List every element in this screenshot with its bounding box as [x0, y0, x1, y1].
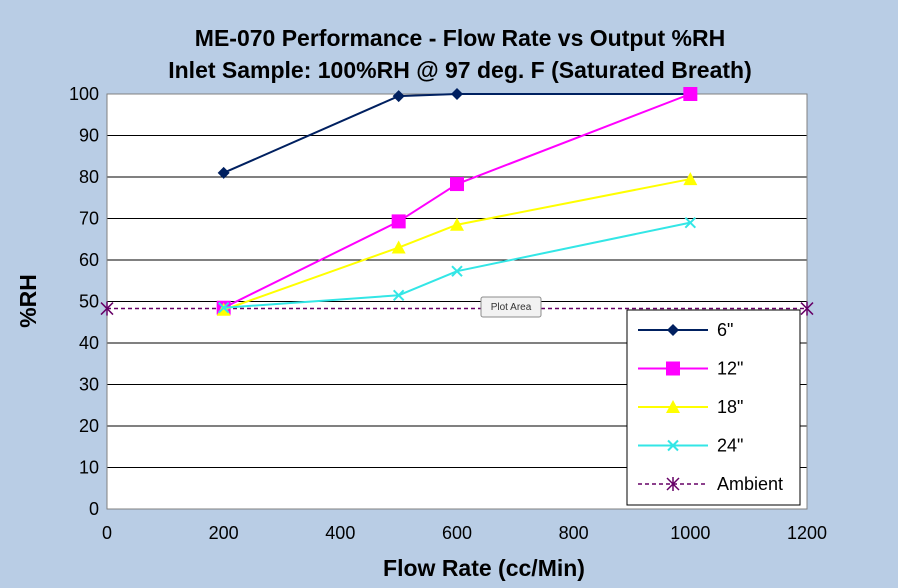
series-layer: [100, 87, 814, 316]
legend[interactable]: 6" 12" 18" 24" Ambient: [626, 309, 801, 506]
data-point: [800, 301, 814, 316]
y-axis-label: %RH: [15, 274, 41, 328]
data-point: [666, 361, 680, 376]
data-point: [451, 265, 463, 277]
y-axis-ticks: 0 10 20 30 40 50 60 70 80 90 100: [69, 84, 99, 519]
data-point: [666, 477, 680, 491]
chart-title: ME-070 Performance - Flow Rate vs Output…: [195, 25, 725, 51]
legend-label: 12": [717, 359, 743, 379]
data-point: [391, 214, 406, 229]
tooltip-text: Plot Area: [491, 302, 532, 313]
y-tick-label: 40: [79, 333, 99, 353]
x-tick-label: 200: [209, 523, 239, 543]
data-point: [667, 324, 679, 336]
series-4: [100, 301, 814, 316]
data-point: [392, 289, 405, 301]
legend-label: 18": [717, 397, 743, 417]
x-tick-label: 1200: [787, 523, 827, 543]
legend-item[interactable]: 12": [638, 359, 743, 379]
y-tick-label: 100: [69, 84, 99, 104]
legend-label: 24": [717, 436, 743, 456]
data-point: [450, 217, 464, 231]
legend-item[interactable]: Ambient: [638, 474, 783, 494]
y-tick-label: 80: [79, 167, 99, 187]
data-point: [683, 87, 698, 101]
legend-label: Ambient: [717, 474, 783, 494]
y-tick-label: 10: [79, 458, 99, 478]
y-tick-label: 30: [79, 375, 99, 395]
y-tick-label: 0: [89, 499, 99, 519]
series-line: [223, 93, 691, 309]
y-tick-label: 70: [79, 209, 99, 229]
data-point: [451, 88, 463, 100]
x-tick-label: 0: [102, 523, 112, 543]
data-point: [684, 216, 697, 229]
legend-item[interactable]: 24": [638, 436, 743, 456]
y-tick-label: 90: [79, 126, 99, 146]
x-axis-label: Flow Rate (cc/Min): [383, 555, 585, 581]
series-line: [223, 93, 691, 174]
data-point: [391, 240, 406, 254]
data-point: [683, 172, 698, 186]
x-tick-label: 600: [442, 523, 472, 543]
data-point: [666, 400, 680, 413]
series-line: [223, 221, 691, 309]
y-tick-label: 60: [79, 250, 99, 270]
plot-area-tooltip: Plot Area: [480, 296, 542, 318]
x-axis-ticks: 0 200 400 600 800 1000 1200: [102, 523, 827, 543]
y-tick-label: 50: [79, 292, 99, 312]
data-point: [100, 301, 114, 316]
legend-item[interactable]: 18": [638, 397, 743, 417]
y-tick-label: 20: [79, 416, 99, 436]
legend-item[interactable]: 6": [638, 320, 733, 340]
legend-label: 6": [717, 320, 733, 340]
series-3: [217, 216, 697, 314]
data-point: [392, 90, 405, 103]
data-point: [217, 302, 230, 314]
x-tick-label: 800: [559, 523, 589, 543]
chart-subtitle: Inlet Sample: 100%RH @ 97 deg. F (Satura…: [168, 57, 752, 83]
data-point: [217, 166, 230, 179]
data-point: [450, 177, 464, 192]
x-tick-label: 1000: [670, 523, 710, 543]
series-line: [223, 178, 691, 311]
x-tick-label: 400: [325, 523, 355, 543]
data-point: [667, 439, 679, 452]
